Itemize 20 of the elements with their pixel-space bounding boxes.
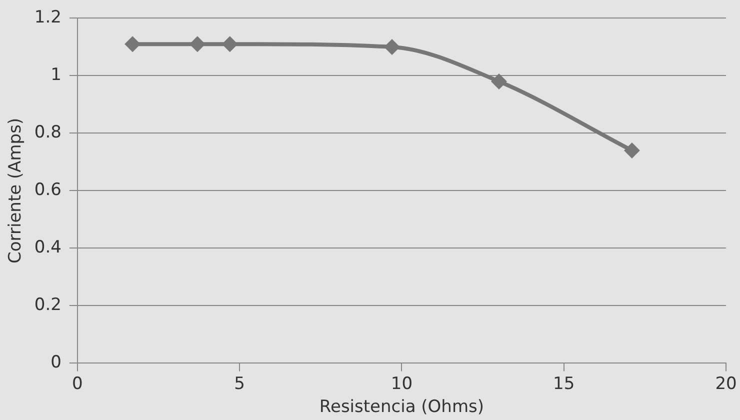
point <box>124 36 141 52</box>
x-tick-label: 5 <box>234 374 245 394</box>
point <box>222 36 238 52</box>
y-tick-label: 0.6 <box>34 180 62 200</box>
y-tick-label: 0.2 <box>34 295 62 316</box>
y-axis-title: Corriente (Amps) <box>6 118 26 264</box>
point <box>491 73 508 90</box>
y-tick-label: 0.4 <box>34 238 62 258</box>
point <box>384 38 400 55</box>
y-tick-label: 0.8 <box>34 122 62 143</box>
point <box>624 142 640 158</box>
y-tick-label: 1 <box>50 65 62 86</box>
x-tick-label: 0 <box>72 374 83 394</box>
x-axis-title: Resistencia (Ohms) <box>319 397 484 418</box>
point <box>189 36 206 52</box>
y-tick-label: 1.2 <box>34 8 62 28</box>
y-tick-label: 0 <box>50 352 62 373</box>
x-tick-label: 10 <box>390 374 413 394</box>
x-tick-label: 15 <box>553 374 575 394</box>
x-tick-label: 20 <box>715 374 737 394</box>
